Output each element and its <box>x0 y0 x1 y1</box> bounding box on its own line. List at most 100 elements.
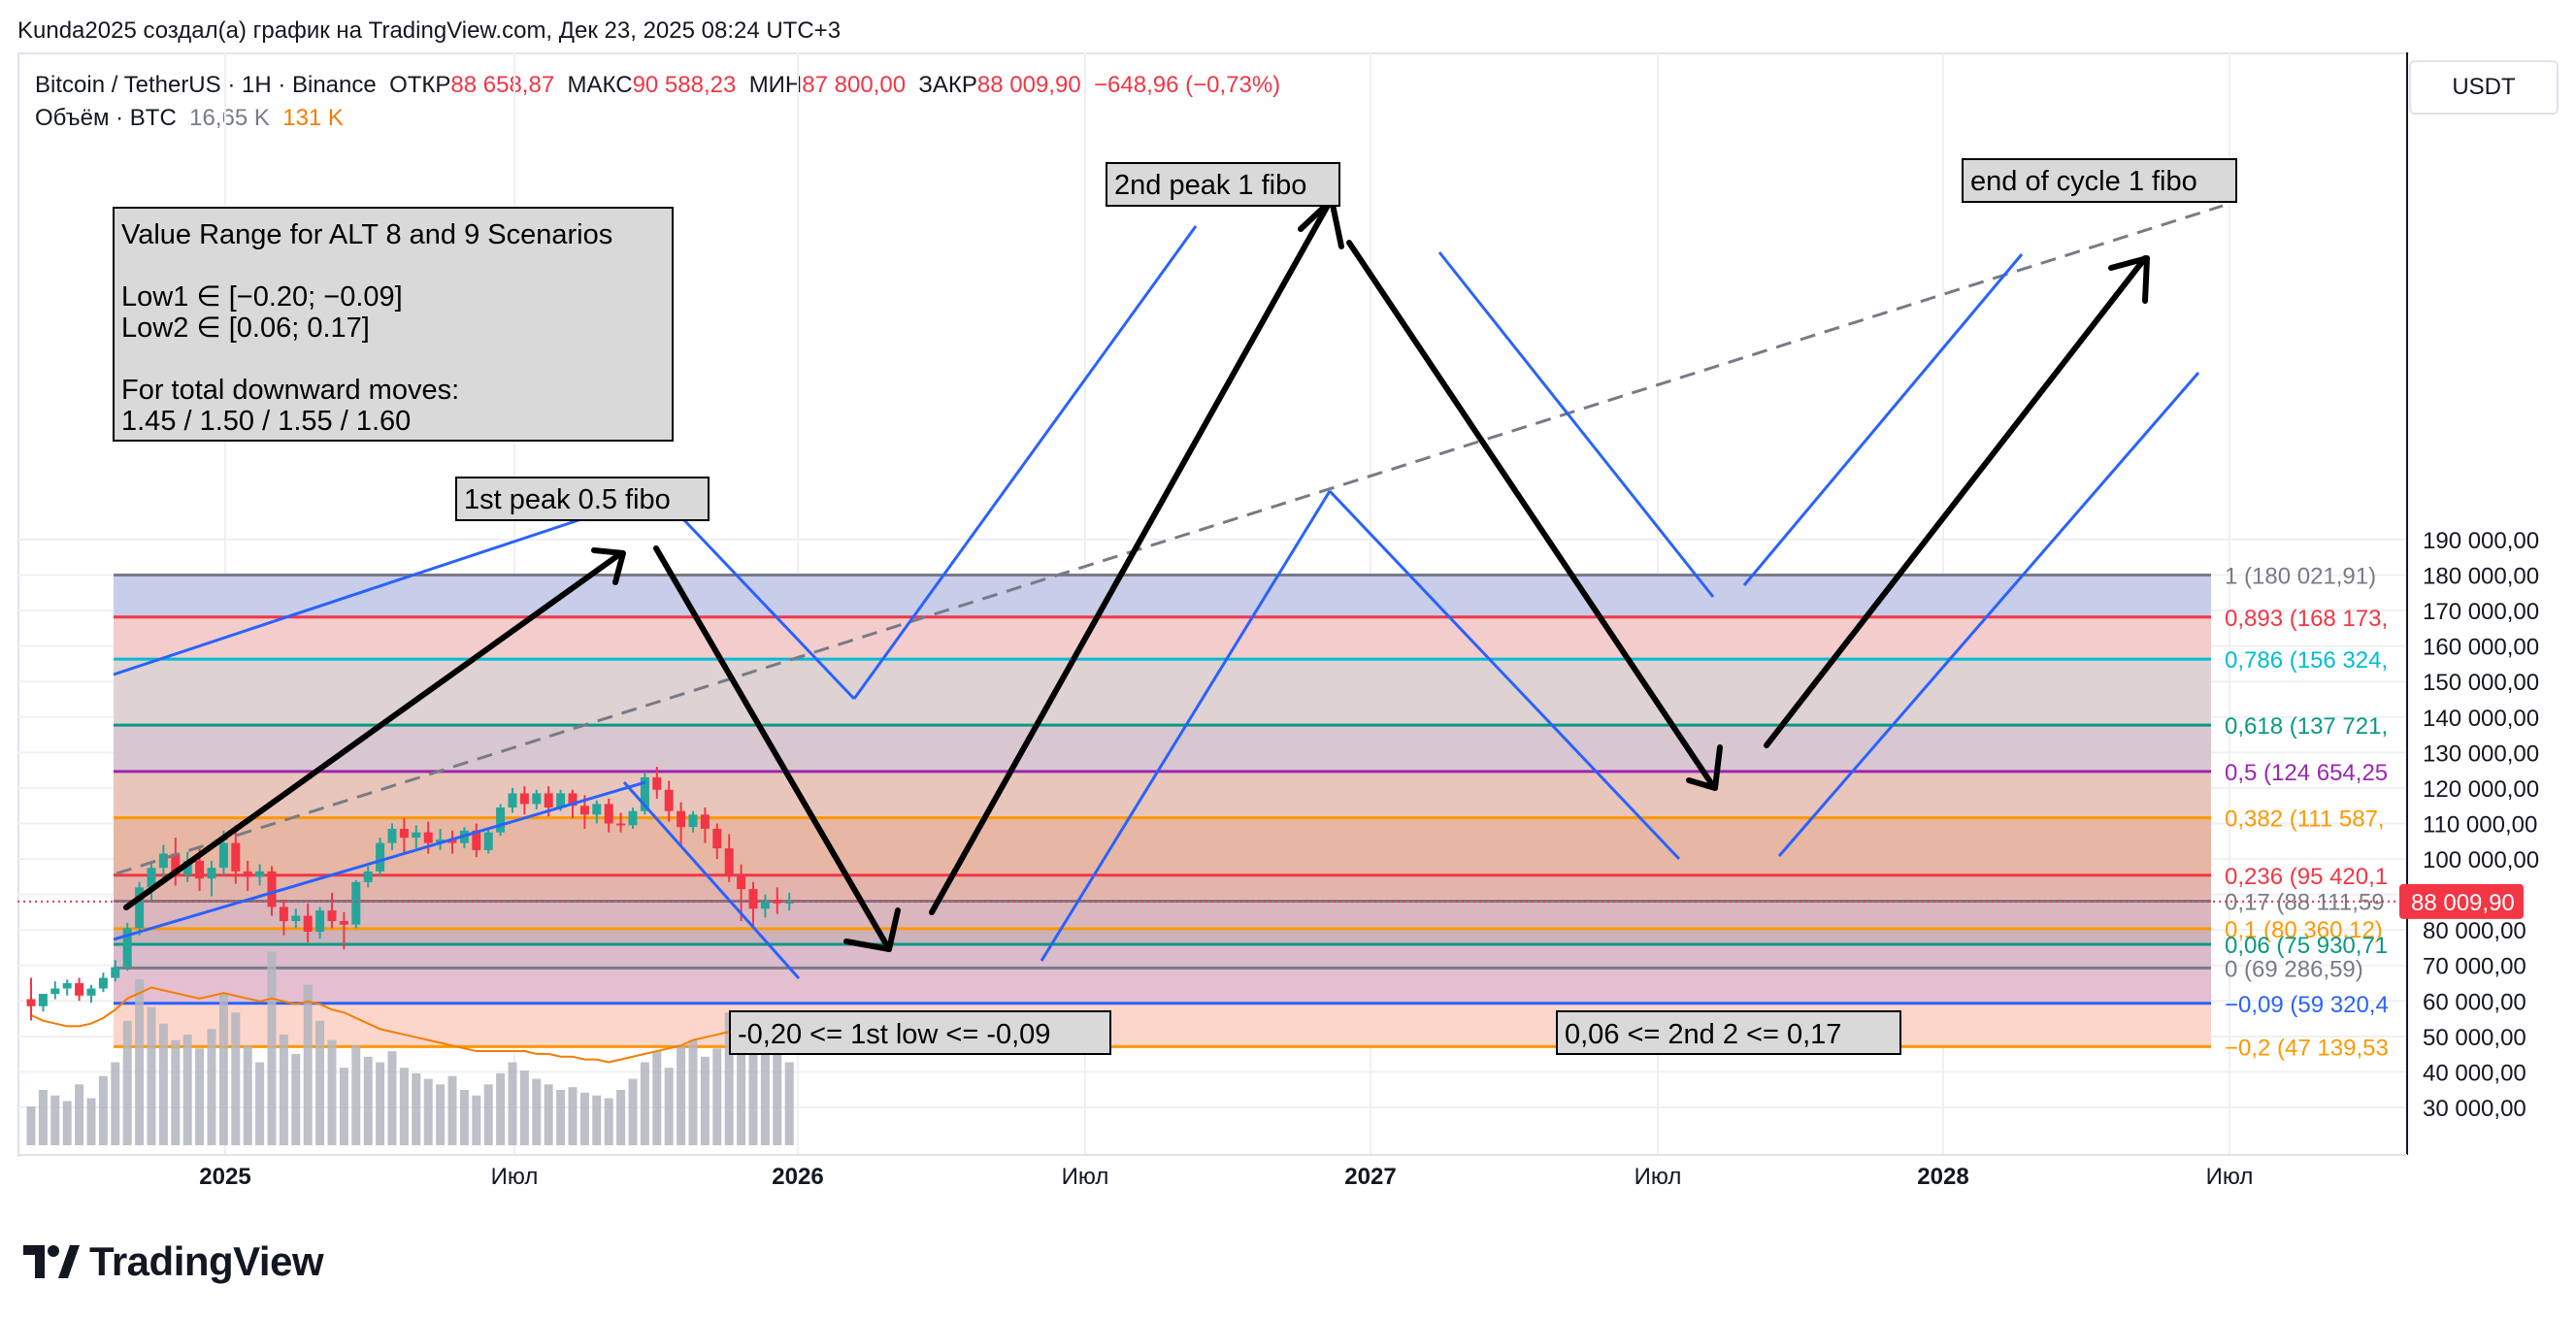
candle-body <box>760 900 770 909</box>
candle[interactable] <box>496 804 506 837</box>
arrow-head-4[interactable] <box>1686 744 1723 791</box>
candle[interactable] <box>700 807 710 843</box>
candle[interactable] <box>291 908 301 929</box>
candle-body <box>664 789 674 811</box>
candle[interactable] <box>135 881 145 936</box>
candle[interactable] <box>760 894 770 918</box>
candle[interactable] <box>363 866 373 888</box>
candle[interactable] <box>604 798 613 833</box>
candle[interactable] <box>122 922 132 972</box>
black-arrows[interactable] <box>123 197 2150 952</box>
candle[interactable] <box>628 807 638 829</box>
candle[interactable] <box>50 981 60 1000</box>
arrow-head-1[interactable] <box>591 547 626 585</box>
candle[interactable] <box>712 823 722 860</box>
candle[interactable] <box>519 786 529 815</box>
symbol-legend[interactable]: Bitcoin / TetherUS · 1H · Binance ОТКР88… <box>35 72 1280 99</box>
candle-body <box>737 874 746 890</box>
candle[interactable] <box>171 838 181 886</box>
candle[interactable] <box>38 993 48 1012</box>
blue-line-2[interactable] <box>852 225 1198 700</box>
candle[interactable] <box>483 828 493 854</box>
currency-selector[interactable]: USDT <box>2409 60 2559 115</box>
blue-channel-lines[interactable] <box>113 225 2200 979</box>
candle[interactable] <box>532 789 542 809</box>
candle[interactable] <box>75 977 84 1002</box>
candle[interactable] <box>255 864 265 886</box>
candle[interactable] <box>279 900 288 936</box>
candle[interactable] <box>688 810 698 833</box>
candle[interactable] <box>447 830 457 854</box>
blue-line-6[interactable] <box>1437 251 1715 598</box>
price-tick-label: 60 000,00 <box>2423 989 2526 1015</box>
channel-bottom-line[interactable] <box>113 780 646 941</box>
blue-line-5[interactable] <box>1328 489 1681 861</box>
blue-line-7[interactable] <box>1742 253 2024 586</box>
candle[interactable] <box>724 834 734 882</box>
candle[interactable] <box>592 800 602 824</box>
candle[interactable] <box>423 821 433 854</box>
candle[interactable] <box>784 892 794 911</box>
second-peak-label[interactable]: 2nd peak 1 fibo <box>1106 162 1340 207</box>
first-peak-label[interactable]: 1st peak 0.5 fibo <box>455 477 710 521</box>
candle[interactable] <box>86 984 96 1004</box>
candle[interactable] <box>243 860 252 891</box>
blue-line-1[interactable] <box>682 518 856 701</box>
arrow-head-5[interactable] <box>2108 255 2150 304</box>
blue-line-4[interactable] <box>1040 490 1332 962</box>
candle[interactable] <box>303 903 313 942</box>
candle[interactable] <box>664 780 674 822</box>
arrow-head-2[interactable] <box>843 907 901 952</box>
candle[interactable] <box>616 812 626 833</box>
candle-body <box>279 906 288 922</box>
arrow-to-first-peak[interactable] <box>123 550 624 910</box>
candle[interactable] <box>472 823 481 858</box>
info-box[interactable]: Value Range for ALT 8 and 9 Scenarios Lo… <box>113 207 674 442</box>
candle[interactable] <box>748 881 758 929</box>
first-low-label[interactable]: -0,20 <= 1st low <= -0,09 <box>729 1010 1111 1055</box>
dashed-trend-line[interactable] <box>116 204 2224 875</box>
candle[interactable] <box>436 828 446 850</box>
candle[interactable] <box>267 866 277 916</box>
volume-bar <box>784 1062 794 1145</box>
candle[interactable] <box>147 862 156 901</box>
price-axis[interactable]: 190 000,00 180 000,00 170 000,00 160 000,00… <box>2423 528 2539 1122</box>
candle[interactable] <box>677 802 686 845</box>
arrow-to-first-low[interactable] <box>653 545 892 952</box>
candle[interactable] <box>26 977 36 1021</box>
candles[interactable] <box>26 766 794 1021</box>
candle[interactable] <box>351 879 361 929</box>
candle[interactable] <box>315 906 325 939</box>
candle[interactable] <box>111 960 120 982</box>
candle[interactable] <box>652 766 662 799</box>
candle[interactable] <box>231 825 241 884</box>
arrow-to-second-low[interactable] <box>1346 240 1716 789</box>
blue-line-8[interactable] <box>1777 372 2200 857</box>
candle[interactable] <box>387 823 397 850</box>
candle[interactable] <box>207 860 216 897</box>
candle[interactable] <box>508 787 517 813</box>
end-of-cycle-label[interactable]: end of cycle 1 fibo <box>1962 158 2237 203</box>
dashed-trend-segment[interactable] <box>116 204 2224 875</box>
second-low-label[interactable]: 0,06 <= 2nd 2 <= 0,17 <box>1556 1010 1901 1055</box>
time-axis[interactable]: 2025 Июл 2026 Июл 2027 Июл 2028 Июл <box>199 1164 2253 1190</box>
arrow-to-second-peak[interactable] <box>929 199 1333 915</box>
candle[interactable] <box>158 844 168 882</box>
arrow-to-cycle-end[interactable] <box>1764 255 2148 748</box>
tradingview-logo[interactable]: TradingView <box>23 1238 324 1285</box>
candle[interactable] <box>327 892 337 929</box>
candle[interactable] <box>376 838 385 877</box>
candle-body <box>231 842 241 872</box>
candle[interactable] <box>412 825 421 849</box>
channel-top-line[interactable] <box>113 511 603 676</box>
candle[interactable] <box>339 911 348 950</box>
candle[interactable] <box>62 979 72 996</box>
blue-line-3[interactable] <box>622 781 801 979</box>
candle[interactable] <box>98 972 108 993</box>
symbol-name[interactable]: Bitcoin / TetherUS · 1H · Binance <box>35 72 377 98</box>
candle[interactable] <box>773 887 782 914</box>
volume-bar <box>748 1035 758 1145</box>
volume-legend[interactable]: Объём · BTC 16,65 K 131 K <box>35 105 344 132</box>
candle[interactable] <box>399 817 409 854</box>
